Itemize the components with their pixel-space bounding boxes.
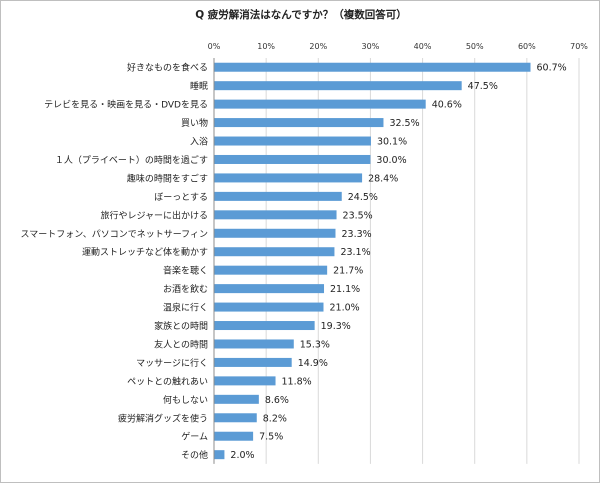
bar bbox=[214, 191, 342, 201]
value-labels: 60.7% 47.5% 40.6% 32.5% 30.1% 30.0% 28.4% 24.5%… bbox=[230, 63, 566, 461]
value-label: 30.1% bbox=[377, 137, 407, 148]
x-tick-label: 10% bbox=[257, 42, 275, 51]
category-label: １人（プライベート）の時間を過ごす bbox=[55, 154, 208, 166]
category-label: お酒を飲む bbox=[163, 283, 208, 295]
bar bbox=[214, 81, 462, 91]
x-tick-label: 0% bbox=[208, 42, 221, 51]
category-label: 睡眠 bbox=[190, 80, 208, 92]
x-tick-label: 60% bbox=[518, 42, 536, 51]
category-label: 友人との時間 bbox=[154, 338, 208, 350]
bar bbox=[214, 357, 292, 367]
x-tick-label: 20% bbox=[309, 42, 327, 51]
value-label: 11.8% bbox=[282, 376, 312, 387]
value-label: 2.0% bbox=[230, 450, 254, 461]
category-label: 買い物 bbox=[181, 117, 208, 129]
bar bbox=[214, 284, 325, 294]
category-label: 家族との時間 bbox=[154, 320, 208, 332]
x-tick-label: 70% bbox=[570, 42, 588, 51]
category-label: ぼーっとする bbox=[154, 192, 208, 203]
bar bbox=[214, 339, 294, 349]
category-label: 疲労解消グッズを使う bbox=[118, 412, 208, 424]
bar bbox=[214, 247, 335, 257]
bar bbox=[214, 265, 328, 275]
value-label: 30.0% bbox=[376, 155, 406, 166]
value-label: 28.4% bbox=[368, 173, 398, 184]
value-label: 24.5% bbox=[348, 192, 378, 203]
x-tick-label: 30% bbox=[362, 42, 380, 51]
bar bbox=[214, 173, 363, 183]
bar bbox=[214, 450, 225, 460]
category-label: マッサージに行く bbox=[136, 357, 208, 369]
value-label: 47.5% bbox=[468, 81, 498, 92]
bar bbox=[214, 413, 257, 423]
category-label: 趣味の時間をすごす bbox=[127, 172, 208, 184]
bar bbox=[214, 62, 531, 72]
category-label: テレビを見る・映画を見る・DVDを見る bbox=[44, 99, 208, 111]
category-label: スマートフォン、パソコンでネットサーフィン bbox=[21, 229, 208, 240]
value-label: 21.1% bbox=[330, 284, 360, 295]
chart-title: Q 疲労解消法はなんですか？（複数回答可） bbox=[195, 8, 407, 21]
value-label: 23.1% bbox=[340, 247, 370, 258]
category-label: 入浴 bbox=[190, 137, 208, 148]
value-label: 19.3% bbox=[321, 321, 351, 332]
value-label: 15.3% bbox=[300, 339, 330, 350]
value-label: 32.5% bbox=[389, 118, 419, 129]
value-label: 7.5% bbox=[259, 432, 283, 443]
category-label: ゲーム bbox=[181, 431, 208, 443]
x-tick-label: 50% bbox=[466, 42, 484, 51]
value-label: 60.7% bbox=[537, 63, 567, 74]
value-label: 14.9% bbox=[298, 358, 328, 369]
category-label: 温泉に行く bbox=[163, 302, 208, 314]
value-label: 21.7% bbox=[333, 266, 363, 277]
value-label: 8.2% bbox=[263, 413, 287, 424]
value-label: 8.6% bbox=[265, 395, 289, 406]
value-label: 21.0% bbox=[330, 303, 360, 314]
bar bbox=[214, 99, 426, 109]
category-label: その他 bbox=[181, 449, 208, 461]
bar bbox=[214, 321, 315, 331]
bar bbox=[214, 302, 324, 312]
category-label: 運動ストレッチなど体を動かす bbox=[82, 246, 208, 258]
bar bbox=[214, 154, 371, 164]
bar bbox=[214, 394, 259, 404]
category-label: 何もしない bbox=[163, 394, 208, 406]
bar bbox=[214, 228, 336, 238]
category-label: 旅行やレジャーに出かける bbox=[100, 209, 208, 221]
value-label: 23.3% bbox=[341, 229, 371, 240]
bar bbox=[214, 136, 371, 146]
x-tick-label: 40% bbox=[414, 42, 432, 51]
bar bbox=[214, 210, 337, 220]
bar bbox=[214, 431, 254, 441]
category-label: 音楽を聴く bbox=[163, 265, 208, 277]
category-label: 好きなものを食べる bbox=[127, 62, 208, 74]
bar bbox=[214, 118, 384, 128]
bar bbox=[214, 376, 276, 386]
category-label: ペットとの触れあい bbox=[127, 375, 208, 387]
value-label: 40.6% bbox=[432, 100, 462, 111]
x-tick-labels: 0% 10% 20% 30% 40% 50% 60% 70% bbox=[208, 42, 589, 51]
bars bbox=[214, 62, 531, 460]
value-label: 23.5% bbox=[343, 210, 373, 221]
